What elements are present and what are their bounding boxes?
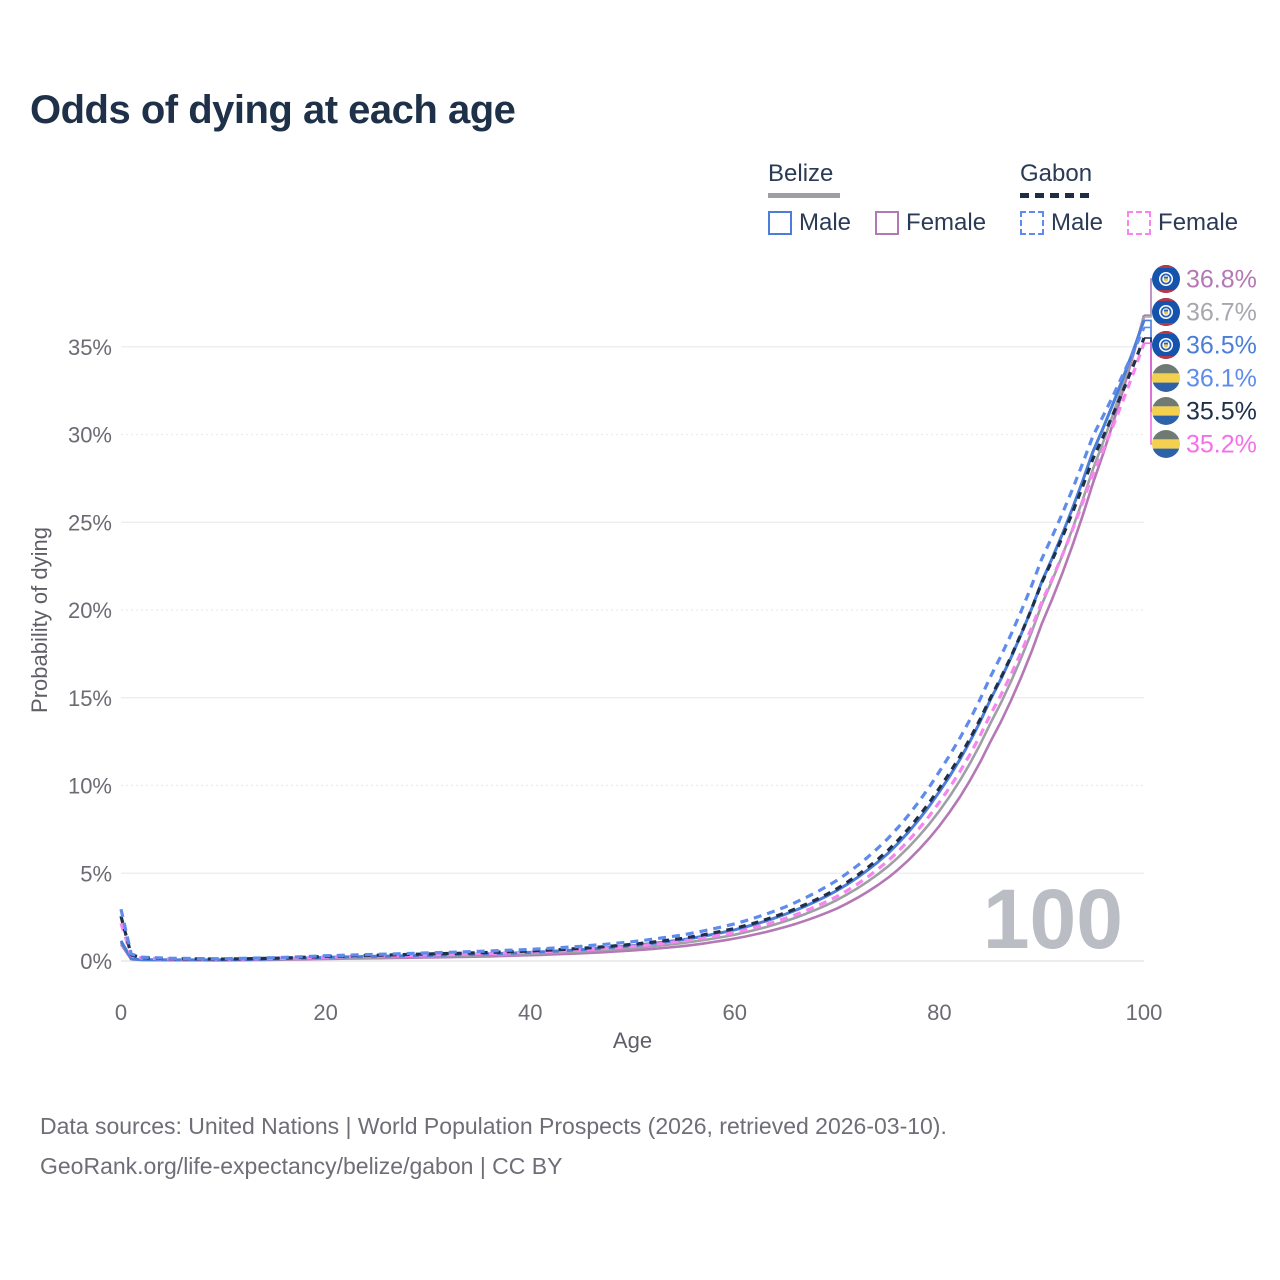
legend-item-label: Male (1051, 209, 1104, 236)
legend-group-gabon: Gabon Male Female (1020, 160, 1254, 237)
end-label-connector (1144, 342, 1152, 445)
end-label-value: 35.5% (1186, 398, 1257, 426)
end-label-belize: 36.7% (1144, 298, 1257, 327)
footer-attribution-link[interactable]: GeoRank.org/life-expectancy/belize/gabon… (40, 1153, 563, 1179)
end-label-connector (1144, 278, 1152, 316)
legend-gabon-line-sample (1020, 193, 1092, 198)
x-tick-20: 20 (313, 1000, 337, 1025)
y-tick-0: 0% (80, 949, 112, 974)
end-label-belize-male: 36.5% (1144, 319, 1257, 360)
footer: Data sources: United Nations | World Pop… (40, 1106, 947, 1186)
footer-data-sources: Data sources: United Nations | World Pop… (40, 1113, 947, 1139)
series-line-belize[interactable] (119, 316, 1146, 962)
x-tick-80: 80 (927, 1000, 951, 1025)
legend-item-gabon-male[interactable]: Male (1020, 209, 1103, 237)
y-tick-35: 35% (68, 335, 112, 360)
legend-item-belize-female[interactable]: Female (875, 209, 986, 237)
end-label-value: 36.7% (1186, 299, 1257, 327)
end-label-value: 35.2% (1186, 431, 1257, 459)
legend-item-label: Female (906, 209, 987, 236)
belize-male-swatch (768, 211, 792, 235)
y-tick-30: 30% (68, 423, 112, 448)
belize-flag-icon (1152, 265, 1180, 293)
series-line-gabon-male[interactable] (119, 326, 1146, 961)
y-tick-5: 5% (80, 861, 112, 886)
end-label-connector (1144, 311, 1152, 318)
x-tick-40: 40 (518, 1000, 542, 1025)
belize-flag-icon (1152, 298, 1180, 326)
series-line-gabon[interactable] (119, 337, 1146, 961)
page-title: Odds of dying at each age (30, 88, 516, 132)
belize-flag-icon (1152, 331, 1180, 359)
legend-item-belize-male[interactable]: Male (768, 209, 851, 237)
mortality-line-chart: 0% 5% 10% 15% 20% 25% 30% 35% 0 20 40 60 80 100 Age Pro… (27, 265, 1257, 1053)
y-axis-title: Probability of dying (27, 527, 52, 713)
series-line-belize-male[interactable] (119, 319, 1146, 962)
x-tick-100: 100 (1126, 1000, 1163, 1025)
x-tick-60: 60 (723, 1000, 747, 1025)
y-tick-20: 20% (68, 598, 112, 623)
end-label-value: 36.8% (1186, 266, 1257, 294)
end-label-gabon-female: 35.2% (1144, 342, 1257, 459)
age-watermark: 100 (983, 872, 1123, 966)
x-tick-0: 0 (115, 1000, 127, 1025)
legend-item-gabon-female[interactable]: Female (1127, 209, 1238, 237)
legend-belize-line-sample (768, 193, 840, 198)
end-label-value: 36.1% (1186, 365, 1257, 393)
legend-gabon-label[interactable]: Gabon (1020, 160, 1093, 187)
y-tick-10: 10% (68, 774, 112, 799)
gabon-female-swatch (1127, 211, 1152, 235)
gabon-flag-icon (1152, 364, 1180, 392)
legend-group-belize: Belize Male Female (768, 160, 1002, 237)
legend-item-label: Male (799, 209, 852, 236)
end-label-value: 36.5% (1186, 332, 1257, 360)
gabon-male-swatch (1020, 211, 1044, 235)
legend-belize-label[interactable]: Belize (768, 160, 834, 187)
end-label-belize-female: 36.8% (1144, 265, 1257, 316)
series-line-belize-female[interactable] (119, 314, 1146, 962)
end-label-gabon: 35.5% (1144, 337, 1257, 426)
gabon-flag-icon (1152, 430, 1180, 458)
gabon-flag-icon (1152, 397, 1180, 425)
y-tick-25: 25% (68, 510, 112, 535)
belize-female-swatch (875, 211, 900, 235)
x-axis-title: Age (613, 1028, 652, 1053)
legend-item-label: Female (1158, 209, 1239, 236)
series-line-gabon-female[interactable] (119, 342, 1146, 961)
y-tick-15: 15% (68, 686, 112, 711)
